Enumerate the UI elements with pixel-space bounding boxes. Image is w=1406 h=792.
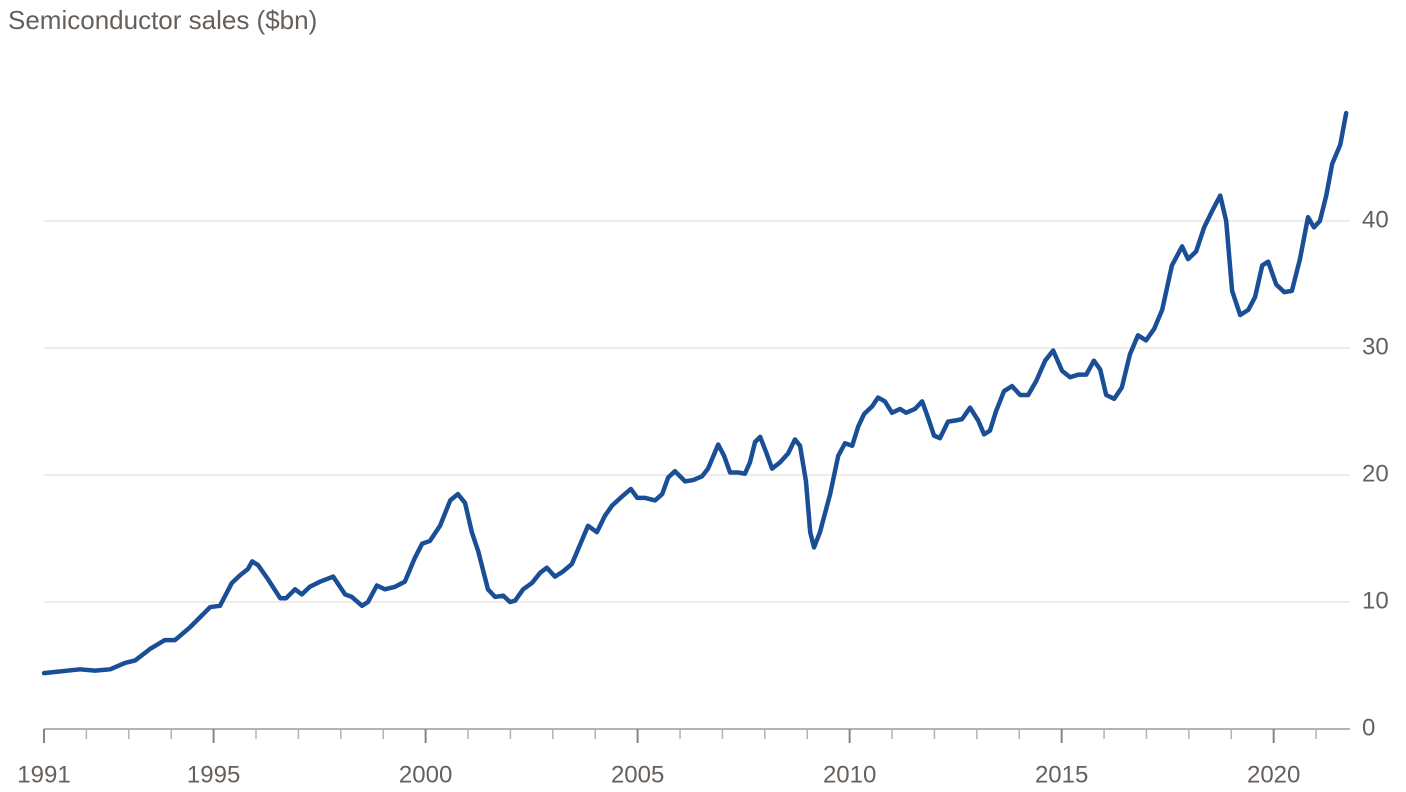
- x-tick-label: 2000: [399, 761, 452, 788]
- line-series: [41, 110, 1349, 676]
- y-tick-label: 10: [1362, 587, 1389, 614]
- x-tick-label: 2020: [1247, 761, 1300, 788]
- x-tick-label: 2015: [1035, 761, 1088, 788]
- x-tick-label: 1991: [17, 761, 70, 788]
- y-tick-label: 20: [1362, 460, 1389, 487]
- x-tick-label: 2005: [611, 761, 664, 788]
- y-tick-label: 0: [1362, 714, 1375, 741]
- y-tick-label: 30: [1362, 333, 1389, 360]
- x-tick-label: 2010: [823, 761, 876, 788]
- x-tick-label: 1995: [187, 761, 240, 788]
- y-tick-label: 40: [1362, 206, 1389, 233]
- chart-title: Semiconductor sales ($bn): [8, 5, 317, 35]
